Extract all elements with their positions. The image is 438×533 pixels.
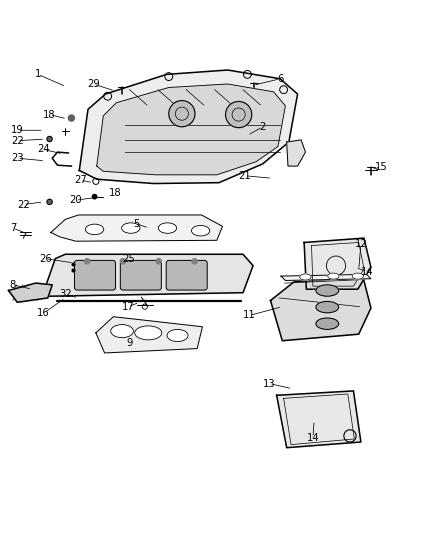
Text: 25: 25 <box>122 254 134 264</box>
Polygon shape <box>304 238 371 289</box>
Polygon shape <box>281 274 371 280</box>
Ellipse shape <box>135 326 162 340</box>
Text: 26: 26 <box>39 254 52 264</box>
Text: 14: 14 <box>307 433 319 442</box>
Ellipse shape <box>167 329 188 342</box>
Circle shape <box>120 259 126 264</box>
Text: 9: 9 <box>126 338 133 348</box>
Ellipse shape <box>300 274 311 280</box>
Ellipse shape <box>316 302 339 313</box>
Ellipse shape <box>85 224 104 235</box>
Text: 27: 27 <box>74 175 87 185</box>
Circle shape <box>85 259 90 264</box>
Text: 11: 11 <box>243 310 256 320</box>
Text: 18: 18 <box>109 188 121 198</box>
FancyBboxPatch shape <box>166 261 207 290</box>
Text: 16: 16 <box>37 308 50 318</box>
Text: 22: 22 <box>17 199 30 209</box>
Polygon shape <box>277 391 361 448</box>
Text: 12: 12 <box>354 239 367 249</box>
Ellipse shape <box>316 285 339 296</box>
Circle shape <box>68 115 74 121</box>
Text: 8: 8 <box>10 280 16 290</box>
Text: 17: 17 <box>122 302 134 312</box>
Circle shape <box>156 259 161 264</box>
Ellipse shape <box>111 325 134 338</box>
Circle shape <box>169 101 195 127</box>
Polygon shape <box>96 317 202 353</box>
Ellipse shape <box>122 223 140 233</box>
Text: 2: 2 <box>259 122 266 132</box>
Circle shape <box>47 136 52 142</box>
Ellipse shape <box>328 273 339 279</box>
Text: 6: 6 <box>277 74 283 84</box>
Polygon shape <box>271 277 371 341</box>
Text: 32: 32 <box>59 289 72 300</box>
Circle shape <box>47 199 52 205</box>
Text: 13: 13 <box>263 378 276 389</box>
Circle shape <box>192 259 197 264</box>
Text: 18: 18 <box>43 110 56 119</box>
Text: 19: 19 <box>11 125 24 135</box>
FancyBboxPatch shape <box>120 261 161 290</box>
FancyBboxPatch shape <box>74 261 116 290</box>
Polygon shape <box>42 254 253 296</box>
Polygon shape <box>51 215 223 241</box>
Polygon shape <box>79 70 297 183</box>
Text: 14: 14 <box>361 266 374 277</box>
Ellipse shape <box>158 223 177 233</box>
Text: 29: 29 <box>87 79 99 89</box>
Polygon shape <box>287 140 305 166</box>
Text: 7: 7 <box>10 223 16 233</box>
Text: 20: 20 <box>70 195 82 205</box>
Text: 22: 22 <box>11 136 24 146</box>
Circle shape <box>226 101 252 128</box>
Polygon shape <box>9 283 52 302</box>
Polygon shape <box>97 84 286 175</box>
Text: 23: 23 <box>11 153 24 163</box>
Text: 21: 21 <box>238 171 251 181</box>
Text: 1: 1 <box>35 69 41 79</box>
Ellipse shape <box>352 273 364 279</box>
Text: 5: 5 <box>133 219 139 229</box>
Text: 15: 15 <box>375 162 388 172</box>
Circle shape <box>92 195 97 199</box>
Ellipse shape <box>316 318 339 329</box>
Ellipse shape <box>191 225 210 236</box>
Text: 24: 24 <box>37 144 50 155</box>
